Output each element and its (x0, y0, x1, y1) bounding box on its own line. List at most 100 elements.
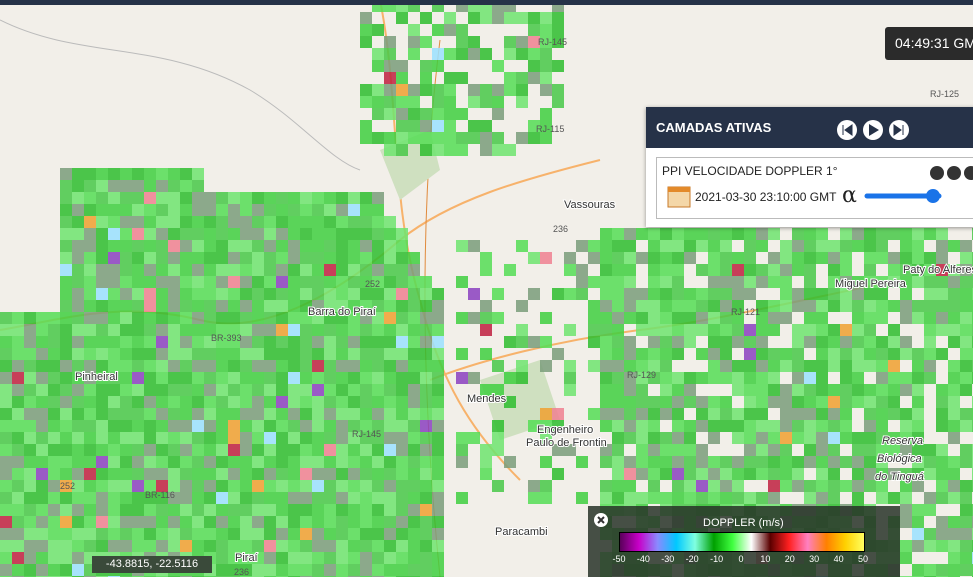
radar-cell (828, 324, 840, 336)
radar-cell (828, 384, 840, 396)
radar-cell (168, 480, 180, 492)
radar-cell (948, 540, 960, 552)
radar-cell (336, 240, 348, 252)
radar-cell (360, 384, 372, 396)
radar-cell (840, 372, 852, 384)
radar-cell (384, 240, 396, 252)
radar-cell (264, 396, 276, 408)
radar-cell (936, 492, 948, 504)
radar-cell (276, 564, 288, 576)
radar-cell (936, 528, 948, 540)
radar-cell (312, 564, 324, 576)
radar-cell (408, 564, 420, 576)
radar-cell (180, 252, 192, 264)
radar-cell (468, 372, 480, 384)
radar-cell (708, 360, 720, 372)
radar-cell (96, 396, 108, 408)
radar-cell (372, 468, 384, 480)
radar-cell (84, 408, 96, 420)
radar-cell (912, 384, 924, 396)
radar-cell (204, 432, 216, 444)
opacity-slider[interactable] (863, 188, 943, 204)
radar-cell (312, 516, 324, 528)
radar-cell (480, 456, 492, 468)
radar-cell (600, 480, 612, 492)
radar-cell (144, 228, 156, 240)
radar-cell (864, 360, 876, 372)
radar-cell (468, 240, 480, 252)
radar-cell (672, 312, 684, 324)
radar-cell (312, 312, 324, 324)
radar-cell (348, 300, 360, 312)
radar-cell (792, 264, 804, 276)
radar-cell (84, 240, 96, 252)
radar-cell (648, 480, 660, 492)
move-up-button[interactable] (930, 166, 944, 180)
radar-cell (96, 204, 108, 216)
radar-cell (132, 420, 144, 432)
radar-cell (168, 396, 180, 408)
radar-cell (264, 276, 276, 288)
radar-cell (960, 552, 972, 564)
calendar-icon[interactable] (667, 185, 691, 209)
radar-cell (300, 228, 312, 240)
radar-cell (24, 504, 36, 516)
radar-cell (12, 504, 24, 516)
radar-cell (804, 300, 816, 312)
radar-cell (120, 432, 132, 444)
radar-cell (780, 240, 792, 252)
coordinates: -43.8815, -22.5116 (92, 556, 212, 573)
radar-cell (300, 240, 312, 252)
radar-cell (96, 492, 108, 504)
close-legend[interactable] (593, 512, 609, 528)
radar-cell (300, 348, 312, 360)
radar-cell (792, 300, 804, 312)
radar-cell (492, 108, 504, 120)
radar-cell (384, 228, 396, 240)
radar-cell (528, 132, 540, 144)
radar-cell (324, 192, 336, 204)
radar-cell (396, 84, 408, 96)
radar-cell (72, 324, 84, 336)
radar-cell (84, 360, 96, 372)
radar-cell (60, 360, 72, 372)
radar-cell (264, 252, 276, 264)
radar-cell (456, 312, 468, 324)
radar-cell (240, 240, 252, 252)
radar-cell (324, 360, 336, 372)
radar-cell (384, 288, 396, 300)
radar-cell (708, 324, 720, 336)
radar-cell (96, 384, 108, 396)
radar-cell (144, 264, 156, 276)
radar-cell (324, 252, 336, 264)
radar-cell (336, 528, 348, 540)
radar-cell (504, 372, 516, 384)
radar-cell (804, 444, 816, 456)
radar-cell (804, 432, 816, 444)
radar-cell (120, 528, 132, 540)
move-down-button[interactable] (947, 166, 961, 180)
radar-cell (804, 420, 816, 432)
radar-cell (324, 408, 336, 420)
remove-button[interactable] (964, 166, 973, 180)
radar-cell (456, 432, 468, 444)
layer-time: 2021-03-30 23:10:00 GMT (695, 190, 837, 204)
radar-cell (120, 468, 132, 480)
radar-cell (24, 492, 36, 504)
radar-cell (372, 48, 384, 60)
radar-cell (216, 408, 228, 420)
radar-cell (276, 432, 288, 444)
radar-cell (96, 312, 108, 324)
radar-cell (852, 360, 864, 372)
radar-cell (180, 264, 192, 276)
radar-cell (876, 420, 888, 432)
radar-cell (408, 132, 420, 144)
radar-cell (132, 276, 144, 288)
radar-cell (72, 168, 84, 180)
radar-cell (864, 240, 876, 252)
radar-cell (276, 216, 288, 228)
radar-cell (600, 456, 612, 468)
radar-cell (708, 240, 720, 252)
radar-cell (264, 480, 276, 492)
radar-cell (288, 264, 300, 276)
